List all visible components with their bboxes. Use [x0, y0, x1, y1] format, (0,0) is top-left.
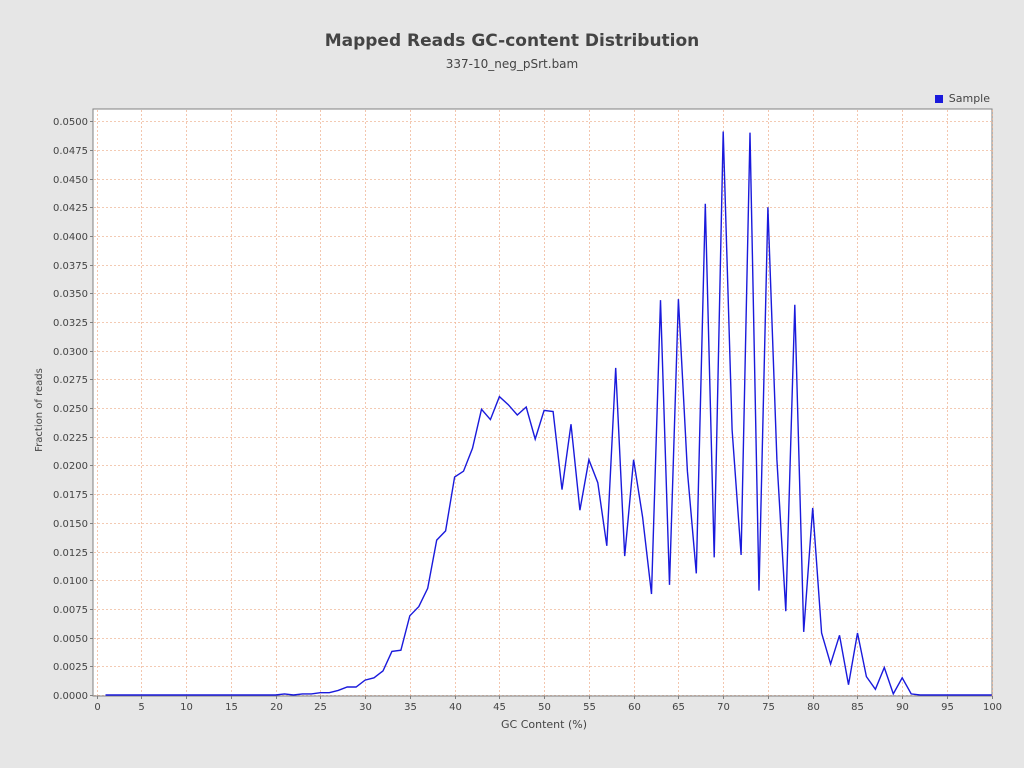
- y-tick-label: 0.0225: [53, 433, 88, 444]
- x-tick-label: 65: [672, 702, 685, 713]
- x-tick-label: 30: [359, 702, 372, 713]
- x-tick-label: 25: [314, 702, 327, 713]
- chart-subtitle: 337-10_neg_pSrt.bam: [445, 57, 579, 71]
- x-tick-label: 80: [807, 702, 820, 713]
- y-tick-label: 0.0200: [53, 461, 88, 472]
- y-tick-label: 0.0075: [53, 605, 88, 616]
- y-axis-label: Fraction of reads: [34, 368, 45, 452]
- x-tick-label: 45: [493, 702, 506, 713]
- x-tick-label: 85: [851, 702, 864, 713]
- legend-swatch-sample: [934, 94, 943, 103]
- grid: [94, 110, 993, 696]
- chart-title: Mapped Reads GC-content Distribution: [324, 31, 700, 51]
- y-tick-label: 0.0000: [53, 691, 88, 702]
- series-line-sample: [105, 131, 992, 696]
- y-tick-label: 0.0250: [53, 404, 88, 415]
- y-tick-label: 0.0475: [53, 146, 88, 157]
- y-tick-label: 0.0175: [53, 490, 88, 501]
- x-tick-label: 55: [583, 702, 596, 713]
- x-tick-label: 70: [717, 702, 730, 713]
- x-tick-label: 100: [983, 702, 1002, 713]
- y-tick-label: 0.0350: [53, 289, 88, 300]
- x-tick-label: 60: [628, 702, 641, 713]
- legend-label-sample: Sample: [948, 92, 990, 105]
- y-tick-label: 0.0300: [53, 347, 88, 358]
- axes: 0.0000 0.0025 0.0050 0.0075 0.0100 0.0125 0.01…: [53, 109, 1002, 713]
- x-tick-label: 15: [225, 702, 238, 713]
- x-axis-label: GC Content (%): [501, 718, 587, 731]
- x-tick-label: 90: [896, 702, 909, 713]
- y-tick-label: 0.0100: [53, 576, 88, 587]
- x-tick-label: 35: [404, 702, 417, 713]
- y-tick-label: 0.0425: [53, 203, 88, 214]
- x-tick-label: 50: [538, 702, 551, 713]
- y-tick-label: 0.0050: [53, 634, 88, 645]
- x-tick-label: 75: [762, 702, 775, 713]
- x-tick-label: 5: [138, 702, 144, 713]
- legend: Sample: [934, 92, 990, 105]
- x-tick-label: 40: [449, 702, 462, 713]
- x-tick-label: 95: [941, 702, 954, 713]
- x-tick-label: 10: [180, 702, 193, 713]
- y-tick-label: 0.0125: [53, 548, 88, 559]
- y-tick-label: 0.0400: [53, 232, 88, 243]
- y-tick-label: 0.0025: [53, 662, 88, 673]
- x-tick-label: 0: [94, 702, 100, 713]
- y-tick-label: 0.0150: [53, 519, 88, 530]
- y-tick-label: 0.0450: [53, 175, 88, 186]
- y-tick-label: 0.0375: [53, 261, 88, 272]
- plot-area: [92, 108, 993, 697]
- y-tick-label: 0.0325: [53, 318, 88, 329]
- x-tick-label: 20: [270, 702, 283, 713]
- y-tick-label: 0.0275: [53, 375, 88, 386]
- y-tick-label: 0.0500: [53, 117, 88, 128]
- series-layer: [105, 131, 992, 696]
